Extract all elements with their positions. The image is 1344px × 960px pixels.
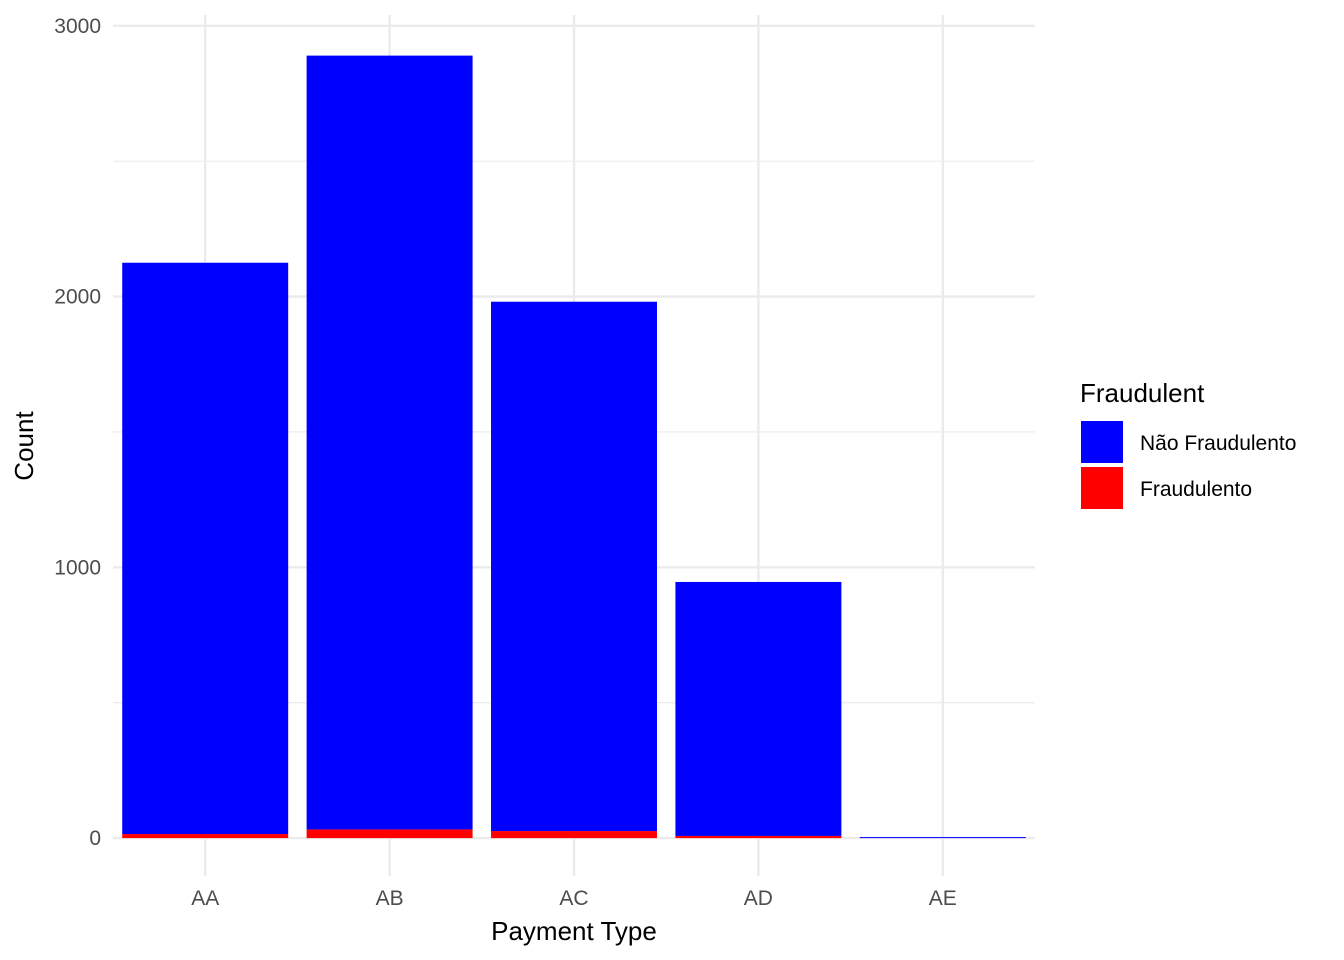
bar-ac-n-o-fraudulento bbox=[491, 301, 657, 832]
bar-ab-n-o-fraudulento bbox=[306, 55, 473, 830]
y-tick-label: 3000 bbox=[54, 15, 101, 38]
bar-ae-n-o-fraudulento bbox=[859, 837, 1026, 839]
x-axis-title: Payment Type bbox=[491, 916, 657, 946]
legend-label: Não Fraudulento bbox=[1140, 432, 1296, 455]
x-tick-label: AD bbox=[744, 887, 773, 910]
bar-ac-fraudulento bbox=[491, 831, 657, 839]
y-tick-label: 1000 bbox=[54, 556, 101, 579]
y-tick-label: 2000 bbox=[54, 286, 101, 309]
bars bbox=[122, 55, 1026, 839]
bar-ad-n-o-fraudulento bbox=[675, 581, 842, 836]
legend-key-n-o-fraudulento bbox=[1081, 421, 1123, 463]
bar-ad-fraudulento bbox=[675, 835, 842, 839]
legend: Fraudulent Não Fraudulento Fraudulento bbox=[1080, 378, 1296, 509]
x-tick-label: AA bbox=[191, 887, 219, 910]
legend-title: Fraudulent bbox=[1080, 378, 1205, 408]
bar-aa-fraudulento bbox=[122, 834, 289, 839]
legend-items: Não Fraudulento Fraudulento bbox=[1081, 421, 1296, 509]
x-axis-ticks: AA AB AC AD AE bbox=[191, 887, 957, 910]
y-axis-ticks: 0 1000 2000 3000 bbox=[54, 15, 101, 850]
x-tick-label: AE bbox=[929, 887, 957, 910]
y-axis-title: Count bbox=[9, 411, 39, 481]
legend-key-fraudulento bbox=[1081, 467, 1123, 509]
y-tick-label: 0 bbox=[89, 827, 101, 850]
legend-label: Fraudulento bbox=[1140, 478, 1252, 501]
bar-ab-fraudulento bbox=[306, 829, 473, 839]
x-tick-label: AC bbox=[559, 887, 588, 910]
x-tick-label: AB bbox=[376, 887, 404, 910]
bar-aa-n-o-fraudulento bbox=[122, 262, 289, 835]
